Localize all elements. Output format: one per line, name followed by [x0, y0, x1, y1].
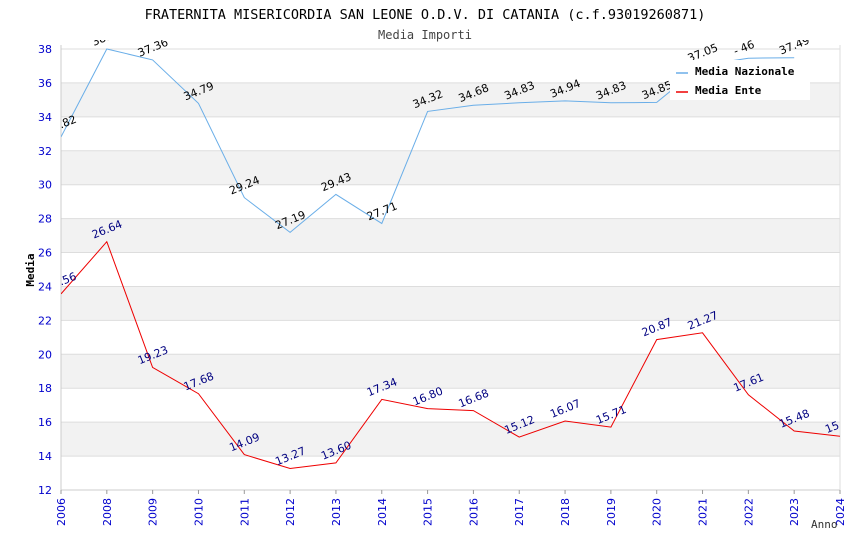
y-tick-label: 30 [38, 179, 52, 192]
grid-lines [61, 48, 840, 491]
x-tick-label: 2009 [147, 498, 160, 526]
y-tick-label: 22 [38, 314, 52, 327]
x-tick-label: 2016 [467, 498, 480, 526]
x-tick-label: 2010 [192, 498, 205, 526]
chart-title: FRATERNITA MISERICORDIA SAN LEONE O.D.V.… [145, 7, 706, 23]
x-tick-label: 2008 [101, 498, 114, 526]
x-tick-label: 2006 [55, 498, 68, 526]
y-tick-label: 32 [38, 145, 52, 158]
y-tick-label: 18 [38, 382, 52, 395]
x-tick-label: 2017 [513, 498, 526, 526]
y-tick-label: 34 [38, 111, 52, 124]
y-tick-labels: 12 14 16 18 20 22 24 26 28 30 32 34 36 38 [38, 43, 52, 497]
y-tick-label: 16 [38, 416, 52, 429]
x-tick-label: 2024 [834, 498, 847, 526]
x-tick-label: 2020 [651, 498, 664, 526]
grid-bands [61, 82, 840, 457]
chart-subtitle: Media Importi [378, 28, 472, 42]
axes [60, 45, 841, 491]
grid-band [61, 422, 840, 457]
y-tick-label: 26 [38, 247, 52, 260]
y-tick-label: 28 [38, 213, 52, 226]
grid-band [61, 354, 840, 389]
x-tick-label: 2019 [605, 498, 618, 526]
x-tick-label: 2015 [422, 498, 435, 526]
y-axis-label: Media [24, 253, 37, 286]
y-tick-label: 36 [38, 77, 52, 90]
x-tick-label: 2014 [376, 498, 389, 526]
x-tick-label: 2012 [284, 498, 297, 526]
x-tick-labels: 2006 2008 2009 2010 2011 2012 2013 2014 2015 2016… [55, 490, 847, 526]
x-tick-label: 2022 [742, 498, 755, 526]
data-label-media-ente: 16.07 [548, 397, 582, 421]
grid-band [61, 150, 840, 185]
y-tick-label: 20 [38, 348, 52, 361]
x-tick-label: 2023 [788, 498, 801, 526]
y-tick-label: 38 [38, 43, 52, 56]
legend-label-media-nazionale: Media Nazionale [695, 65, 795, 78]
data-label-media-ente: 15.17 [823, 412, 850, 436]
data-label-media-nazionale: 37.49 [777, 34, 811, 58]
series-line-media-ente [61, 240, 840, 470]
data-label-media-nazionale: 37.36 [136, 36, 170, 60]
x-tick-label: 2021 [697, 498, 710, 526]
y-tick-label: 14 [38, 450, 52, 463]
x-tick-label: 2011 [238, 498, 251, 526]
legend-label-media-ente: Media Ente [695, 84, 762, 97]
y-tick-label: 12 [38, 484, 52, 497]
x-tick-label: 2018 [559, 498, 572, 526]
x-axis-label: Anno [811, 518, 838, 531]
data-label-media-nazionale: 38.00 [90, 25, 124, 49]
data-label-media-nazionale: - 46 [732, 38, 757, 58]
grid-band [61, 286, 840, 321]
legend-background [670, 60, 810, 100]
data-label-media-ente: 16.68 [457, 387, 491, 411]
y-tick-label: 24 [38, 280, 52, 293]
x-tick-label: 2013 [330, 498, 343, 526]
legend: Media Nazionale Media Ente [670, 60, 810, 100]
grid-band [61, 218, 840, 253]
